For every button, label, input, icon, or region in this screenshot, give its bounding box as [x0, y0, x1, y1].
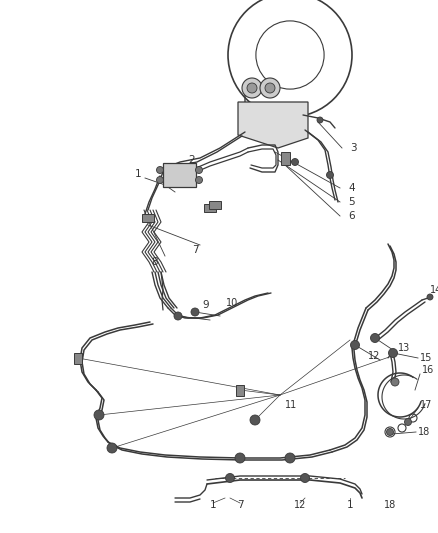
Text: 17: 17 — [420, 400, 432, 410]
Text: 18: 18 — [418, 427, 430, 437]
Text: 12: 12 — [368, 351, 380, 361]
Circle shape — [235, 453, 245, 463]
Circle shape — [389, 349, 398, 358]
Text: 10: 10 — [226, 298, 238, 308]
Circle shape — [371, 334, 379, 343]
Bar — [209, 201, 221, 209]
Text: 18: 18 — [384, 500, 396, 510]
Text: 8: 8 — [152, 257, 158, 267]
Circle shape — [174, 312, 182, 320]
Text: 3: 3 — [350, 143, 357, 153]
Circle shape — [107, 443, 117, 453]
Circle shape — [242, 78, 262, 98]
Circle shape — [195, 166, 202, 174]
Text: 14: 14 — [430, 285, 438, 295]
Circle shape — [156, 166, 163, 174]
Text: 7: 7 — [237, 500, 244, 510]
Text: 5: 5 — [348, 197, 355, 207]
Circle shape — [326, 172, 333, 179]
Text: 1: 1 — [347, 500, 353, 510]
Text: 4: 4 — [348, 183, 355, 193]
Text: 11: 11 — [285, 400, 297, 410]
Circle shape — [226, 473, 234, 482]
Circle shape — [94, 410, 104, 420]
Bar — [142, 214, 154, 222]
Bar — [236, 384, 244, 395]
Polygon shape — [238, 102, 308, 148]
Circle shape — [191, 308, 199, 316]
Polygon shape — [163, 163, 196, 187]
Text: 12: 12 — [294, 500, 306, 510]
Text: 9: 9 — [202, 300, 208, 310]
Text: 6: 6 — [348, 211, 355, 221]
Circle shape — [285, 453, 295, 463]
Circle shape — [405, 418, 411, 425]
Circle shape — [195, 176, 202, 183]
Circle shape — [427, 294, 433, 300]
Circle shape — [260, 78, 280, 98]
Circle shape — [292, 158, 299, 166]
Circle shape — [317, 117, 323, 123]
Circle shape — [300, 473, 310, 482]
Bar — [74, 352, 82, 364]
Circle shape — [247, 83, 257, 93]
Text: 13: 13 — [398, 343, 410, 353]
Text: 7: 7 — [192, 245, 198, 255]
Circle shape — [250, 415, 260, 425]
Text: 1: 1 — [210, 500, 216, 510]
Bar — [204, 204, 216, 212]
Circle shape — [350, 341, 360, 350]
Circle shape — [391, 378, 399, 386]
Circle shape — [156, 176, 163, 183]
Text: 2: 2 — [189, 155, 195, 165]
Text: 1: 1 — [135, 169, 141, 179]
Circle shape — [265, 83, 275, 93]
Text: 16: 16 — [422, 365, 434, 375]
Circle shape — [386, 429, 393, 435]
Bar — [280, 151, 290, 165]
Text: 15: 15 — [420, 353, 432, 363]
